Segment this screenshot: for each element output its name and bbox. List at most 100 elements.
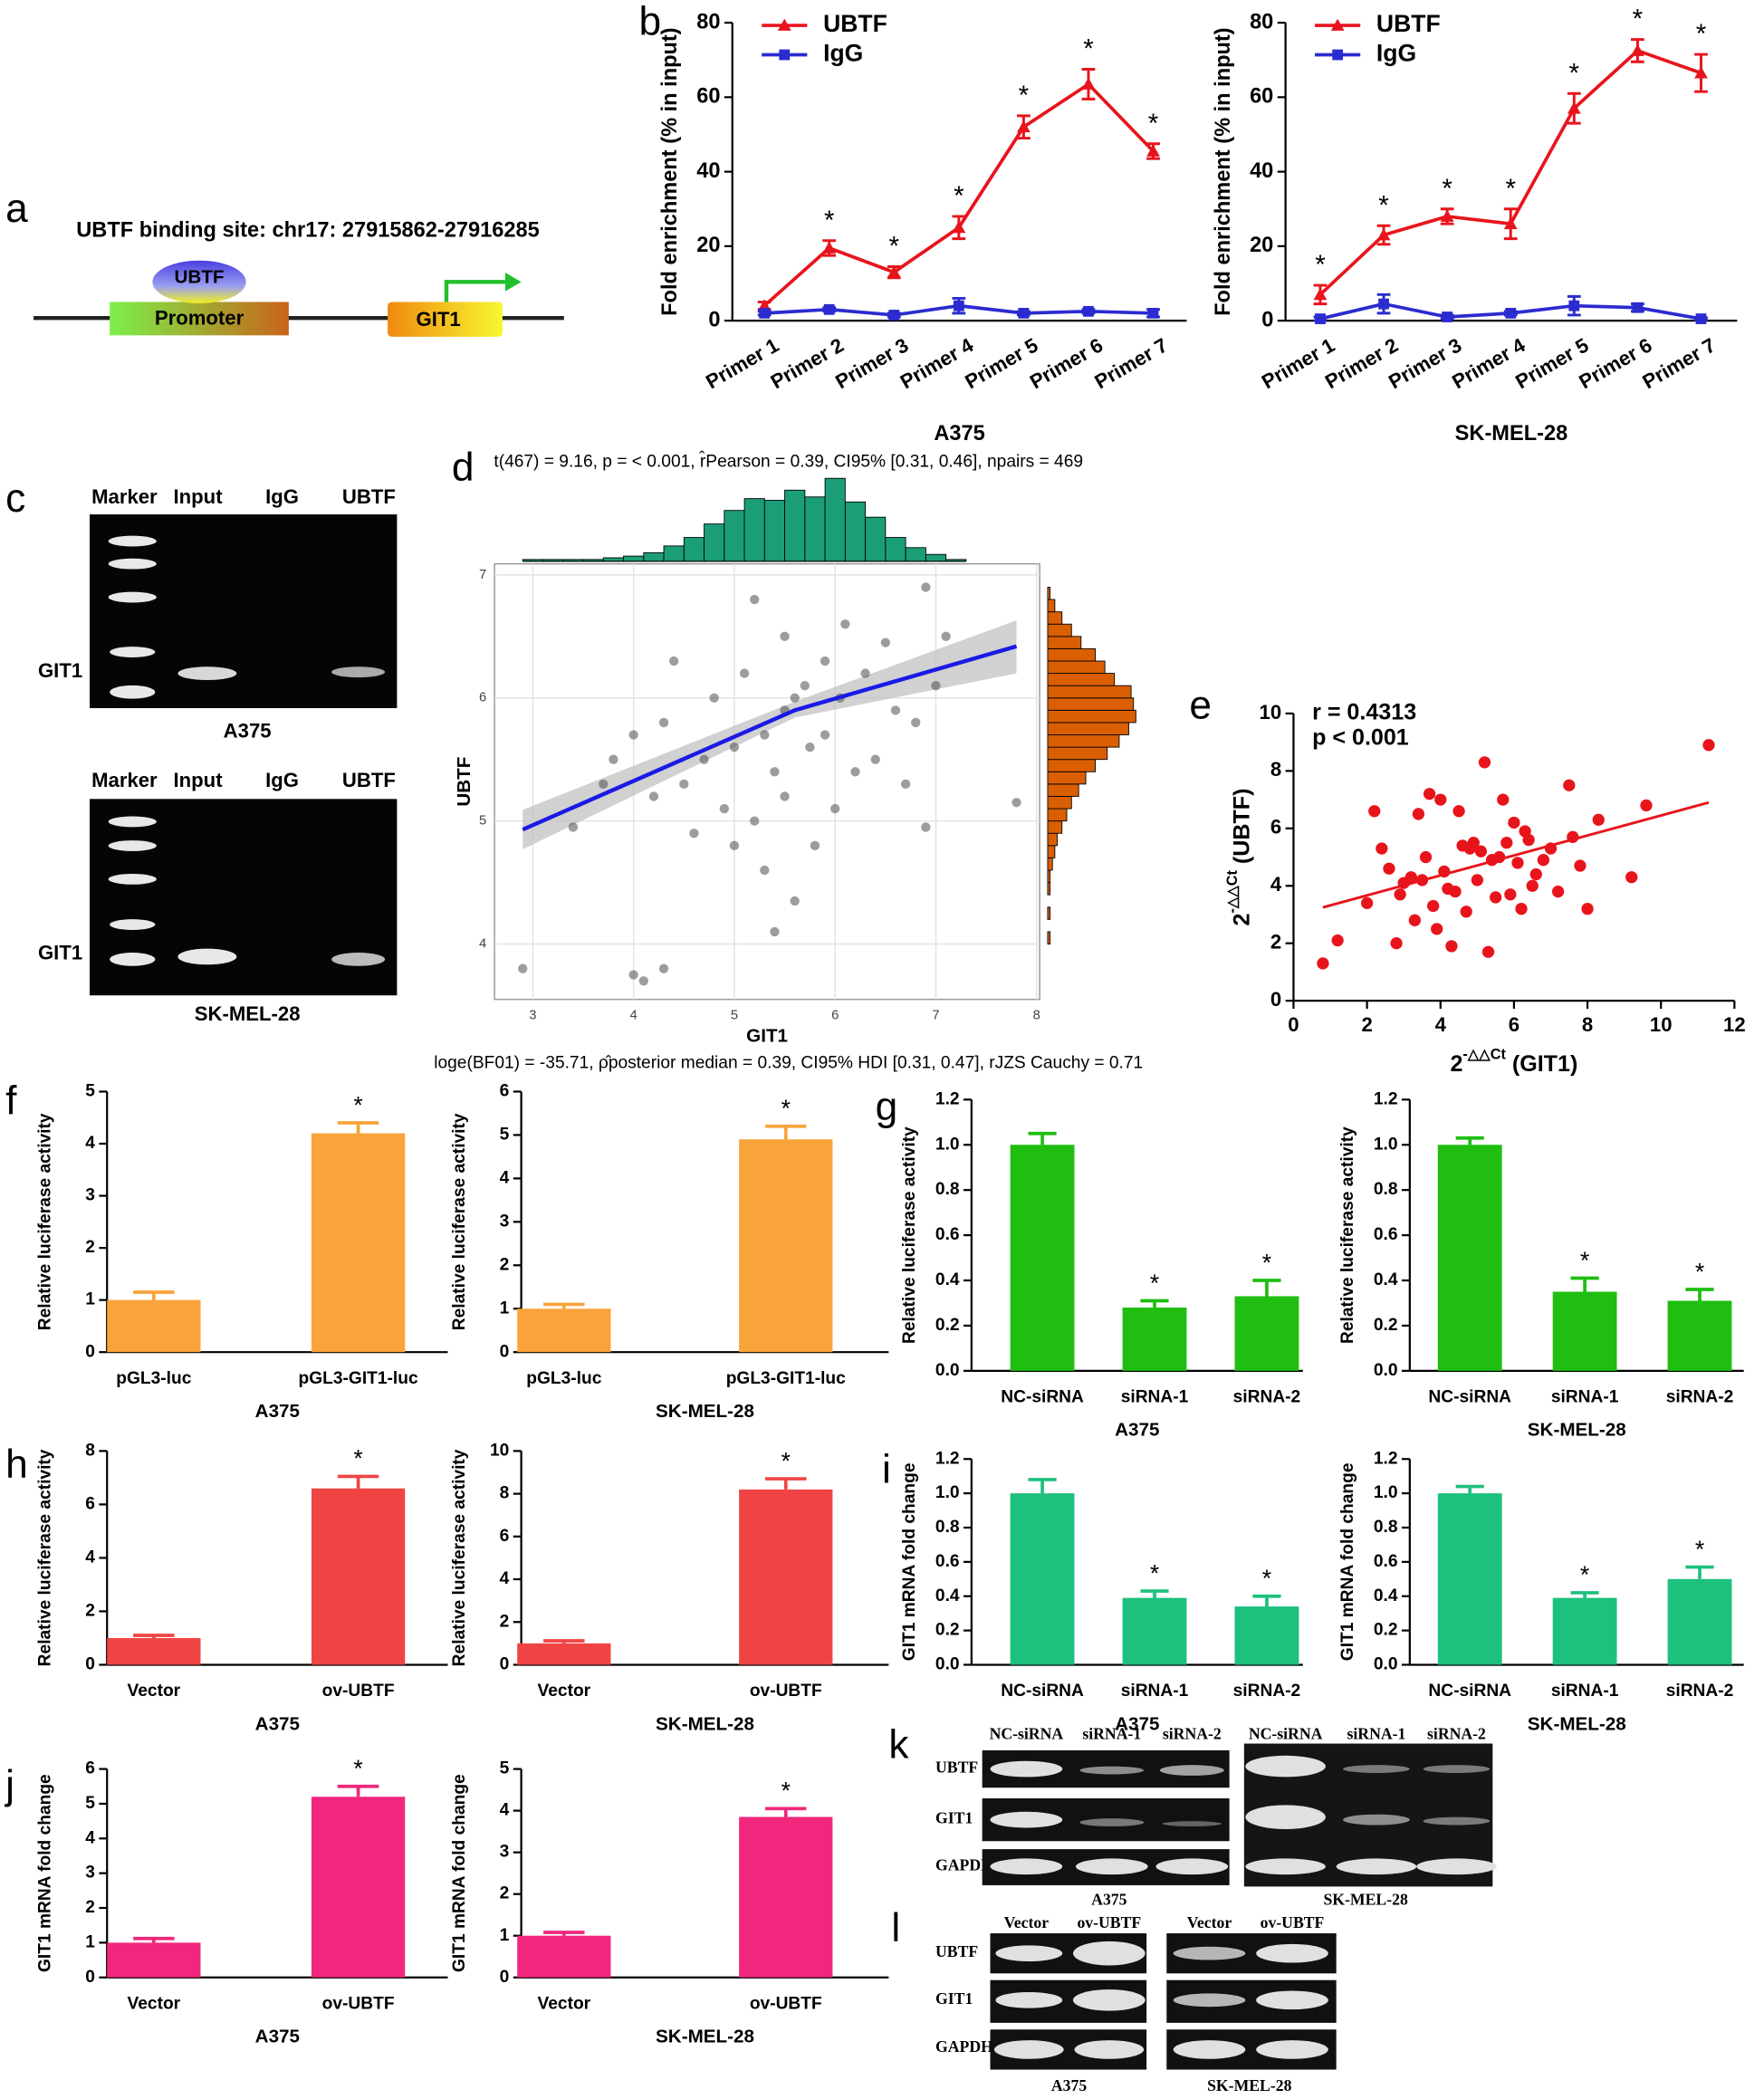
error-bar (133, 1936, 175, 1943)
point (931, 681, 941, 691)
error-bar (765, 1124, 807, 1140)
significance: * (781, 1778, 791, 1805)
marker (823, 303, 835, 315)
y-tick-label: 1.0 (935, 1135, 960, 1154)
x-tick-label: 6 (1509, 1013, 1520, 1036)
significance: * (1315, 250, 1326, 280)
error-bar (765, 1477, 807, 1490)
marker (1632, 302, 1644, 313)
hist-bar (522, 559, 543, 562)
x-tick-label: siRNA-1 (1551, 1682, 1619, 1701)
hist-bar (1047, 709, 1136, 724)
blot-bands (993, 1941, 1328, 2059)
y-tick-label: 6 (479, 691, 486, 705)
x-tick-label: pGL3-luc (526, 1369, 601, 1388)
point (850, 767, 860, 777)
significance: * (1695, 1536, 1704, 1563)
hist-bar (925, 553, 947, 562)
y-tick-label: 5 (500, 1125, 510, 1144)
point (1460, 906, 1472, 918)
lane-label: IgG (265, 769, 299, 791)
marker (1503, 216, 1518, 230)
y-tick-label: 20 (696, 234, 720, 257)
hist-bar (865, 516, 887, 562)
annotation: p < 0.001 (1312, 725, 1409, 751)
hist-bar (542, 559, 564, 562)
hist-bar (663, 545, 685, 562)
subtitle: A375 (1115, 1713, 1159, 1734)
bar (1122, 1307, 1187, 1371)
x-tick-label: 0 (1288, 1013, 1299, 1036)
band (177, 666, 237, 681)
point (1702, 739, 1715, 752)
y-tick-label: 4 (500, 1569, 510, 1588)
panel-letter: f (5, 1078, 17, 1123)
y-axis-label: Fold enrichment (% in input) (658, 27, 682, 316)
promoter-box (110, 302, 289, 336)
y-tick-label: 3 (85, 1864, 95, 1883)
point (1471, 874, 1483, 887)
legend-label: UBTF (1376, 10, 1441, 37)
y-tick-label: 1 (85, 1932, 95, 1951)
point (1625, 871, 1638, 884)
point (1474, 845, 1488, 858)
significance: * (353, 1091, 362, 1118)
point (820, 730, 830, 740)
error-bar (1685, 1288, 1714, 1301)
significance: * (1262, 1565, 1271, 1592)
cell-line: A375 (224, 719, 272, 742)
y-tick-label: 1 (500, 1299, 510, 1318)
y-tick-label: 1.2 (1374, 1449, 1398, 1468)
y-tick-label: 2 (500, 1884, 510, 1903)
y-tick-label: 4 (85, 1548, 95, 1567)
y-tick-label: 2 (500, 1612, 510, 1631)
subtitle: SK-MEL-28 (1528, 1713, 1626, 1734)
band (331, 666, 386, 678)
hist-bar (704, 523, 725, 562)
y-tick-label: 2 (500, 1255, 510, 1274)
x-tick-label: 12 (1723, 1013, 1746, 1036)
point (750, 816, 760, 826)
point (1434, 793, 1447, 806)
point (1529, 867, 1542, 881)
ladder (108, 535, 157, 699)
point (689, 829, 699, 839)
hist-bar (784, 489, 806, 562)
error-bar (1140, 1589, 1169, 1598)
y-tick-label: 1.2 (935, 1089, 960, 1108)
gel (90, 799, 398, 996)
hist-bar (1047, 783, 1079, 797)
cell-line: A375 (1051, 2076, 1087, 2094)
significance: * (781, 1095, 791, 1122)
error-bar (543, 1302, 585, 1309)
hist-bar (683, 537, 705, 562)
error-bar (1028, 1478, 1057, 1494)
hist-bar (1047, 673, 1116, 686)
plot-frame (494, 562, 1040, 1001)
lane-label: Vector (1004, 1913, 1050, 1931)
row-label: GAPDH (935, 1855, 993, 1874)
error-bar (337, 1784, 379, 1797)
point (568, 822, 579, 832)
point (1404, 871, 1417, 884)
legend-label: UBTF (823, 10, 887, 37)
x-tick-label: 7 (932, 1008, 939, 1022)
y-tick-label: 5 (85, 1794, 95, 1813)
marker (822, 241, 837, 254)
hist-bar (1047, 906, 1051, 920)
marker (1017, 120, 1031, 133)
y-tick-label: 1 (85, 1290, 95, 1309)
error-bar (1252, 1594, 1281, 1607)
lane-label: siRNA-2 (1427, 1725, 1486, 1743)
point (1504, 888, 1517, 901)
marker (1081, 77, 1096, 90)
point (609, 754, 618, 764)
row-label: GIT1 (935, 1809, 973, 1827)
confidence-band (522, 620, 1017, 849)
error-bar (1455, 1484, 1484, 1494)
bar (517, 1308, 611, 1353)
marker (1313, 287, 1328, 301)
hist-bar (1047, 857, 1053, 871)
legend-label: IgG (1376, 40, 1416, 67)
point (1500, 837, 1513, 849)
